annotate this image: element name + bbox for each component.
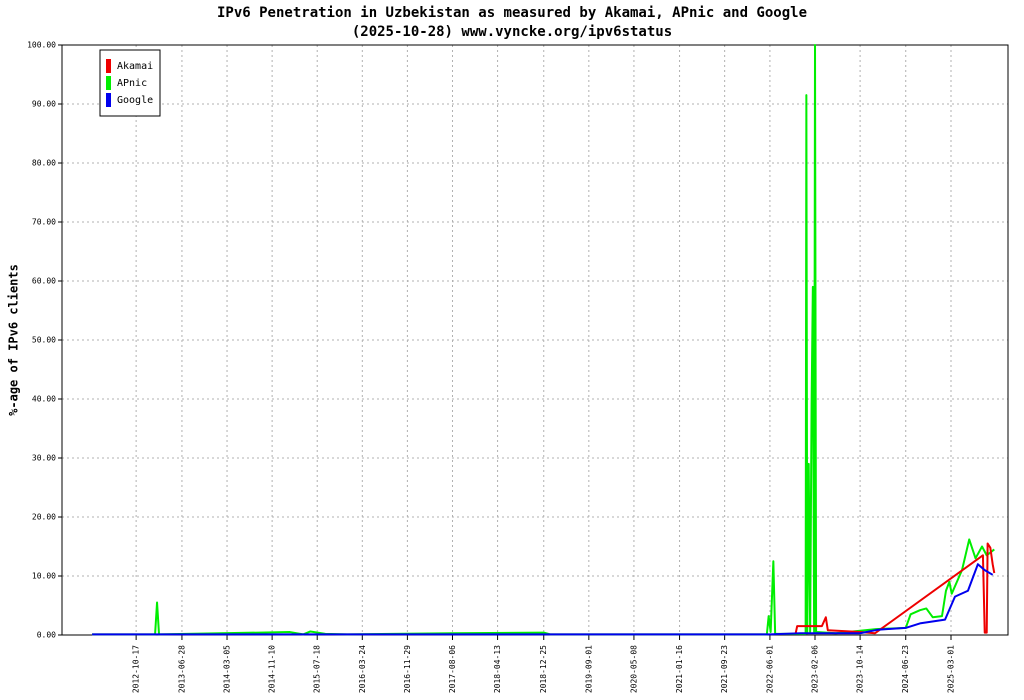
x-tick-label: 2013-06-28: [177, 645, 186, 693]
x-tick-label: 2022-06-01: [765, 645, 774, 693]
y-tick-label: 100.00: [27, 41, 56, 50]
legend-swatch: [106, 93, 111, 107]
x-tick-label: 2016-11-29: [403, 645, 412, 693]
x-tick-label: 2020-05-08: [629, 645, 638, 693]
y-tick-label: 80.00: [32, 159, 56, 168]
x-tick-label: 2018-12-25: [539, 645, 548, 693]
y-tick-label: 70.00: [32, 218, 56, 227]
y-tick-label: 50.00: [32, 336, 56, 345]
x-tick-label: 2014-11-10: [268, 645, 277, 693]
y-tick-label: 20.00: [32, 513, 56, 522]
y-tick-label: 90.00: [32, 100, 56, 109]
y-tick-label: 30.00: [32, 454, 56, 463]
x-tick-label: 2021-09-23: [720, 645, 729, 693]
x-tick-label: 2015-07-18: [313, 645, 322, 693]
series-line: [92, 563, 994, 636]
y-tick-label: 0.00: [37, 631, 56, 640]
legend-label: Google: [117, 95, 153, 106]
legend-swatch: [106, 76, 111, 90]
x-tick-label: 2023-10-14: [856, 645, 865, 693]
y-tick-label: 40.00: [32, 395, 56, 404]
x-tick-label: 2018-04-13: [493, 645, 502, 693]
x-tick-label: 2019-09-01: [584, 645, 593, 693]
x-tick-label: 2024-06-23: [901, 645, 910, 693]
x-tick-label: 2017-08-06: [448, 645, 457, 693]
x-tick-label: 2023-02-06: [811, 645, 820, 693]
x-tick-label: 2021-01-16: [675, 645, 684, 693]
chart-title: IPv6 Penetration in Uzbekistan as measur…: [217, 5, 807, 21]
x-tick-label: 2014-03-05: [223, 645, 232, 693]
chart-subtitle: (2025-10-28) www.vyncke.org/ipv6status: [352, 24, 672, 40]
legend-label: Akamai: [117, 61, 153, 72]
y-tick-label: 60.00: [32, 277, 56, 286]
series-line: [794, 542, 996, 635]
legend-label: APnic: [117, 78, 147, 89]
y-tick-label: 10.00: [32, 572, 56, 581]
x-tick-label: 2012-10-17: [132, 645, 141, 693]
x-tick-label: 2025-03-01: [947, 645, 956, 693]
legend-swatch: [106, 59, 111, 73]
x-tick-label: 2016-03-24: [358, 645, 367, 693]
y-axis-label: %-age of IPv6 clients: [7, 264, 21, 416]
